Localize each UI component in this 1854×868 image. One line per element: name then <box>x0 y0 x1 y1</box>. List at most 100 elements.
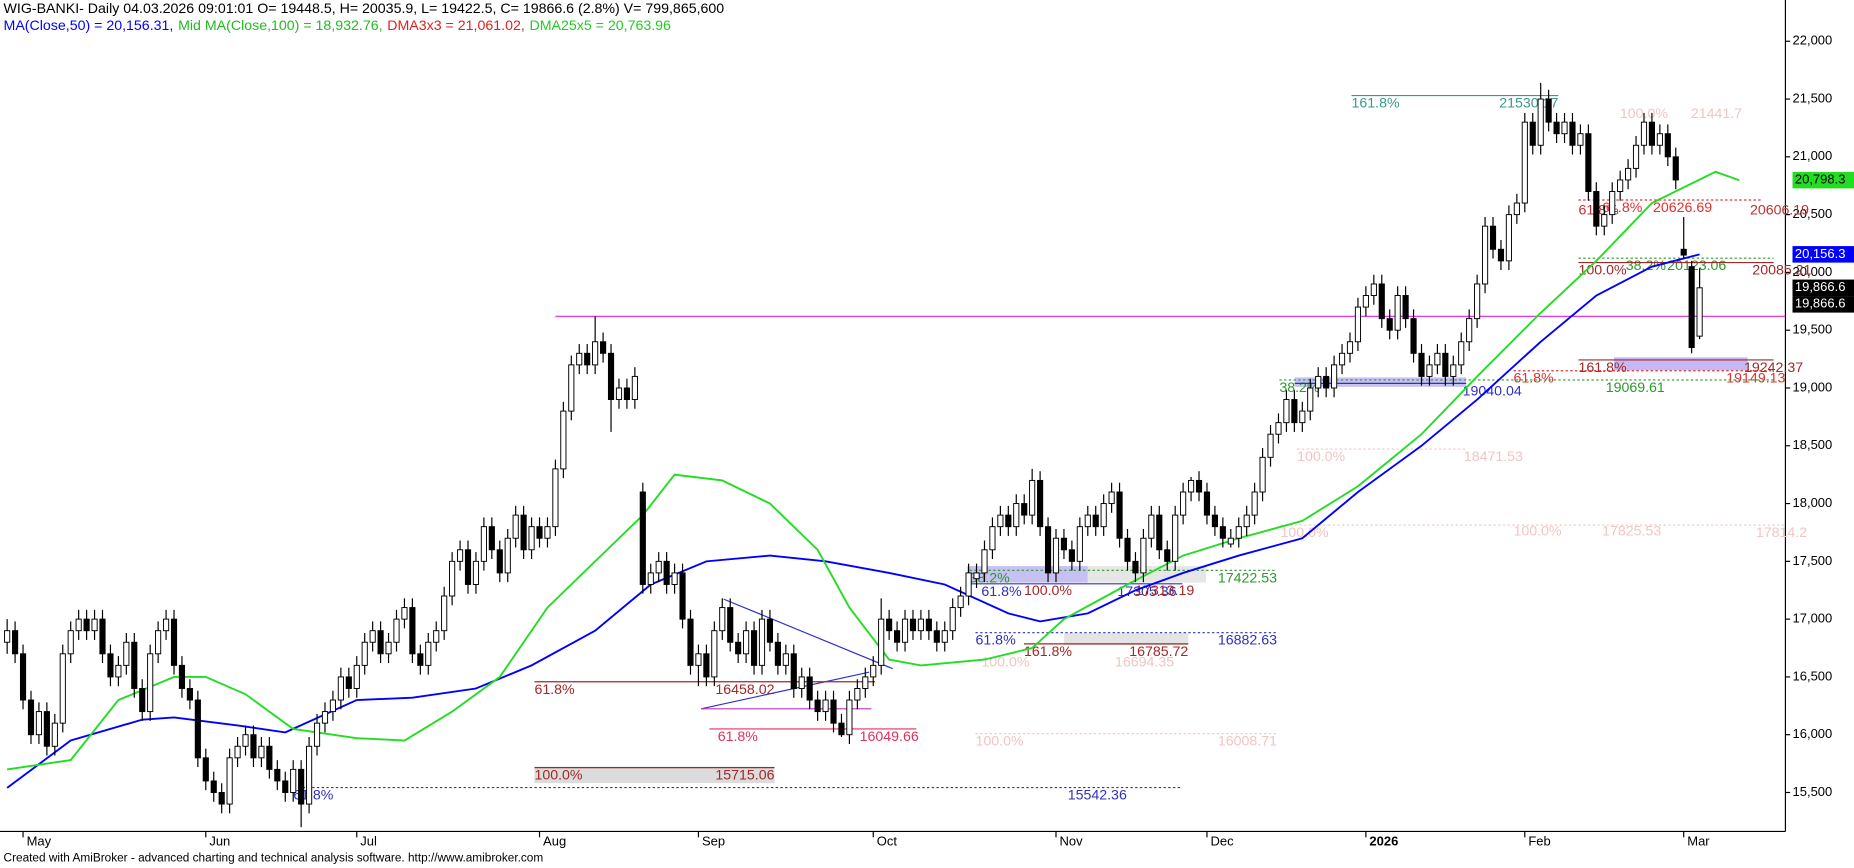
candle-body <box>242 734 249 747</box>
candle-body <box>1553 121 1560 135</box>
candle-body <box>353 664 360 689</box>
candle-body <box>766 618 774 643</box>
level-value: 18471.53 <box>1464 449 1523 465</box>
candle-body <box>425 641 432 666</box>
candle-body <box>1291 399 1298 424</box>
x-tick-label: Nov <box>1060 833 1084 848</box>
candle-body <box>1601 214 1608 227</box>
candle-body <box>830 699 837 724</box>
candle-body <box>131 641 138 689</box>
trend-line <box>723 598 893 670</box>
legend-entry: MA(Close,50) = 20,156.31, <box>4 18 174 34</box>
chart-title: WIG-BANKI- Daily 04.03.2026 09:01:01 O= … <box>4 1 725 17</box>
candle-body <box>1593 191 1600 227</box>
y-tick-label: 17,000 <box>1793 611 1833 626</box>
candle-body <box>385 641 392 655</box>
candle-body <box>496 549 503 574</box>
candle-body <box>369 630 376 643</box>
candle-body <box>210 780 217 793</box>
candle-body <box>266 745 273 770</box>
x-tick-label: Mar <box>1687 833 1710 848</box>
candle-body <box>1378 283 1385 320</box>
candle-body <box>250 734 257 759</box>
level-value: 17422.53 <box>1218 570 1277 586</box>
candle-body <box>687 618 694 666</box>
level-percent: 100.0% <box>1281 525 1329 541</box>
candle-body <box>337 676 344 701</box>
candle-body <box>4 630 11 643</box>
candle-body <box>838 722 845 736</box>
candle-body <box>1299 410 1306 424</box>
candle-body <box>1307 387 1314 412</box>
y-tick-label: 15,500 <box>1793 784 1833 799</box>
candle-body <box>1569 121 1576 146</box>
zone <box>534 766 775 784</box>
y-tick-label: 19,500 <box>1793 322 1833 337</box>
candle-body <box>202 757 209 782</box>
level-value: 16458.02 <box>715 682 774 698</box>
candle-body <box>480 526 487 562</box>
candle-body <box>798 676 805 689</box>
candle-body <box>1164 549 1171 562</box>
y-tick-label: 19,000 <box>1793 379 1833 394</box>
level-percent: 61.8% <box>981 584 1022 600</box>
candle-body <box>568 364 575 412</box>
candle-body <box>409 607 416 655</box>
candle-body <box>965 572 972 597</box>
moving-average <box>6 170 1740 771</box>
candle-body <box>147 653 154 713</box>
candle-body <box>1084 514 1091 528</box>
y-tick-label: 18,500 <box>1793 437 1833 452</box>
candle-body <box>655 560 662 574</box>
candle-body <box>488 526 495 551</box>
candle-body <box>949 607 956 632</box>
candle-body <box>504 537 511 574</box>
candle-body <box>1418 352 1425 377</box>
candle-body <box>973 572 980 580</box>
candle-body <box>1021 503 1028 516</box>
level-percent: 100.0% <box>1297 449 1345 465</box>
moving-average <box>6 253 1700 789</box>
level-percent: 100.0% <box>1024 583 1072 599</box>
candle-body <box>1529 121 1536 146</box>
y-tick-label: 21,000 <box>1793 148 1833 163</box>
level-percent: 61.8% <box>534 682 575 698</box>
candle-body <box>743 630 750 655</box>
candle-body <box>67 630 74 655</box>
x-tick-label: Sep <box>702 833 725 848</box>
candle-body <box>790 653 797 689</box>
candle-body <box>1315 375 1322 389</box>
candle-body <box>536 526 543 539</box>
candle-body <box>1609 191 1616 216</box>
candle-body <box>234 745 241 759</box>
candle-body <box>735 641 742 655</box>
candle-body <box>1283 399 1290 424</box>
candle-body <box>91 618 98 632</box>
level-percent: 100.0% <box>981 654 1029 670</box>
last-value-box <box>1792 296 1854 313</box>
candle-body <box>719 607 726 632</box>
last-value-label: 19,866.6 <box>1795 279 1846 294</box>
candle-body <box>1203 491 1211 516</box>
level-value: 15715.06 <box>715 768 774 784</box>
zone <box>1294 377 1467 387</box>
candle-body <box>997 514 1004 528</box>
candle-body <box>1235 526 1242 539</box>
candle-body <box>1394 295 1401 331</box>
candle-body <box>1648 121 1656 146</box>
level-percent: 38.2% <box>1626 258 1667 274</box>
candle-body <box>1243 514 1250 528</box>
candle-body <box>1267 433 1274 458</box>
candle-body <box>1195 479 1203 493</box>
level-percent: 161.8% <box>1351 96 1399 112</box>
zone <box>1613 357 1748 371</box>
level-value: 16785.72 <box>1129 644 1188 660</box>
candle-body <box>854 688 861 701</box>
candle-body <box>1489 225 1497 250</box>
last-value-box <box>1792 171 1854 189</box>
y-tick-label: 16,000 <box>1793 726 1833 741</box>
candle-body <box>1140 537 1147 574</box>
level-value: 16882.63 <box>1218 633 1277 649</box>
candle-body <box>1672 156 1679 181</box>
candle-body <box>1044 526 1052 574</box>
